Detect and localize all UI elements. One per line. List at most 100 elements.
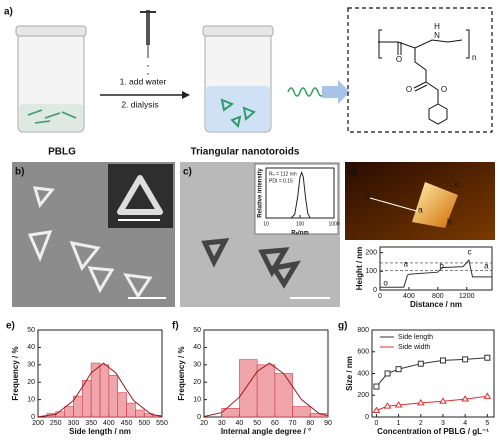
x-axis-label: Concentration of PBLG / gL⁻¹: [377, 427, 489, 436]
y-tick-label: 0: [197, 414, 201, 421]
line: [380, 259, 492, 288]
x-tick-label: 400: [403, 293, 415, 300]
bar: [126, 402, 136, 418]
afm-label: b: [447, 216, 452, 226]
syringe: [140, 10, 156, 83]
bar: [274, 373, 293, 418]
x-tick-label: 1000: [328, 221, 339, 227]
point: [483, 392, 492, 399]
x-axis-label: Rₕ/nm: [291, 231, 308, 237]
panel-label: a): [4, 7, 13, 18]
y-axis-label: Frequency / %: [11, 346, 20, 400]
line: [290, 171, 311, 219]
dls-inset: [254, 163, 339, 235]
point: [395, 366, 402, 373]
y-tick-label: 10: [27, 396, 35, 403]
bar: [117, 392, 127, 418]
x-tick-label: 550: [156, 420, 168, 427]
profile-line: [369, 197, 421, 213]
point: [484, 354, 491, 361]
x-tick-label: 0: [374, 420, 378, 427]
solution: [19, 104, 83, 131]
y-tick-label: 50: [193, 327, 201, 334]
structure-box: [347, 7, 493, 133]
bar: [99, 364, 110, 418]
bar: [239, 359, 258, 418]
legend-label: Side width: [398, 344, 430, 351]
afm-triangle: [412, 182, 458, 228]
point: [439, 357, 446, 364]
point: [462, 356, 469, 363]
plot-frame: [379, 246, 493, 291]
label: Triangular nanotoroids: [191, 147, 300, 158]
x-tick-label: 200: [32, 420, 44, 427]
panel-label: e): [6, 321, 15, 332]
y-axis-label: Frequency / %: [177, 346, 186, 400]
x-tick-label: 4: [463, 420, 467, 427]
y-tick-label: 30: [27, 362, 35, 369]
legend-label: Side length: [398, 334, 433, 341]
y-tick-label: 10: [193, 396, 201, 403]
annotation: a: [484, 261, 489, 270]
annotation: Rₕ = 112 nm: [269, 171, 297, 177]
panel-label: b): [15, 167, 24, 178]
y-tick-label: 0: [373, 287, 377, 294]
y-axis-label: Relative intensity: [258, 168, 264, 218]
x-tick-label: 50: [253, 420, 261, 427]
panel-label: c): [183, 167, 192, 178]
x-tick-label: 2: [419, 420, 423, 427]
x-tick-label: 0: [378, 293, 382, 300]
afm-label: o: [365, 190, 370, 200]
structure: [378, 29, 470, 125]
annotation: PDI = 0.15: [269, 178, 293, 184]
arrow-head: [182, 91, 190, 99]
x-tick-label: 500: [138, 420, 150, 427]
sem-triangles: [27, 186, 153, 299]
bar: [108, 374, 119, 418]
x-tick-label: 350: [85, 420, 97, 427]
y-tick-label: 200: [357, 392, 369, 399]
point: [372, 406, 381, 413]
point: [384, 370, 391, 377]
x-tick-label: 1200: [459, 293, 475, 300]
y-tick-label: 600: [357, 349, 369, 356]
point: [417, 360, 424, 367]
atom: H: [434, 22, 440, 31]
x-tick-label: 90: [324, 420, 332, 427]
helix: [287, 87, 325, 97]
annotation: b: [439, 261, 444, 270]
y-axis-label: Height / nm: [355, 247, 364, 291]
point: [461, 395, 470, 402]
x-axis-label: Distance / nm: [410, 300, 462, 309]
x-tick-label: 70: [289, 420, 297, 427]
x-axis-label: Internal angle degree / °: [221, 427, 311, 436]
panel-label: d): [348, 167, 357, 178]
tem-triangles: [201, 238, 301, 289]
panel-label: g): [338, 321, 347, 332]
inset-triangle: [117, 175, 163, 215]
annotation: o: [383, 279, 388, 288]
x-tick-label: 5: [485, 420, 489, 427]
y-tick-label: 40: [193, 344, 201, 351]
y-tick-label: 400: [357, 370, 369, 377]
blue-arrow: [322, 80, 350, 104]
afm-label: a: [418, 204, 423, 214]
annotation: c: [468, 247, 472, 256]
solution: [206, 86, 270, 131]
annotation: a: [404, 259, 409, 268]
x-tick-label: 20: [200, 420, 208, 427]
vial-cap: [15, 25, 87, 37]
y-tick-label: 0: [365, 414, 369, 421]
y-tick-label: 20: [27, 379, 35, 386]
bar: [90, 362, 101, 418]
point: [394, 401, 403, 408]
x-tick-label: 250: [50, 420, 62, 427]
y-axis-label: Size / nm: [345, 356, 354, 391]
x-tick-label: 40: [236, 420, 244, 427]
bar: [55, 411, 65, 418]
x-tick-label: 800: [432, 293, 444, 300]
bar: [256, 364, 276, 418]
point: [416, 398, 425, 406]
panel-label: f): [172, 321, 179, 332]
atom: n: [472, 53, 476, 62]
